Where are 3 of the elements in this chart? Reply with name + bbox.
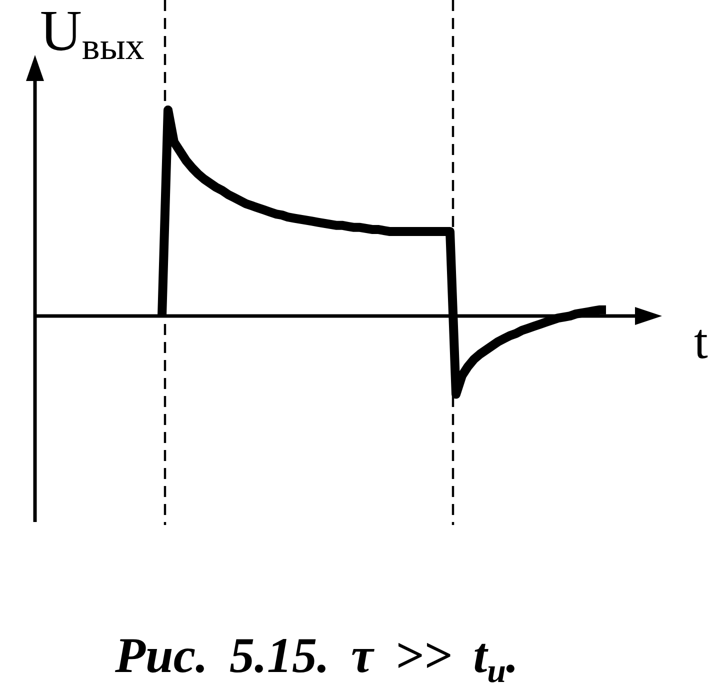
y-axis-title: U$_{вых}$ xyxy=(40,0,144,68)
text: Рис. 5.15. τ >> t$_{и}$. xyxy=(114,627,519,690)
x-axis-title: t xyxy=(694,313,708,369)
